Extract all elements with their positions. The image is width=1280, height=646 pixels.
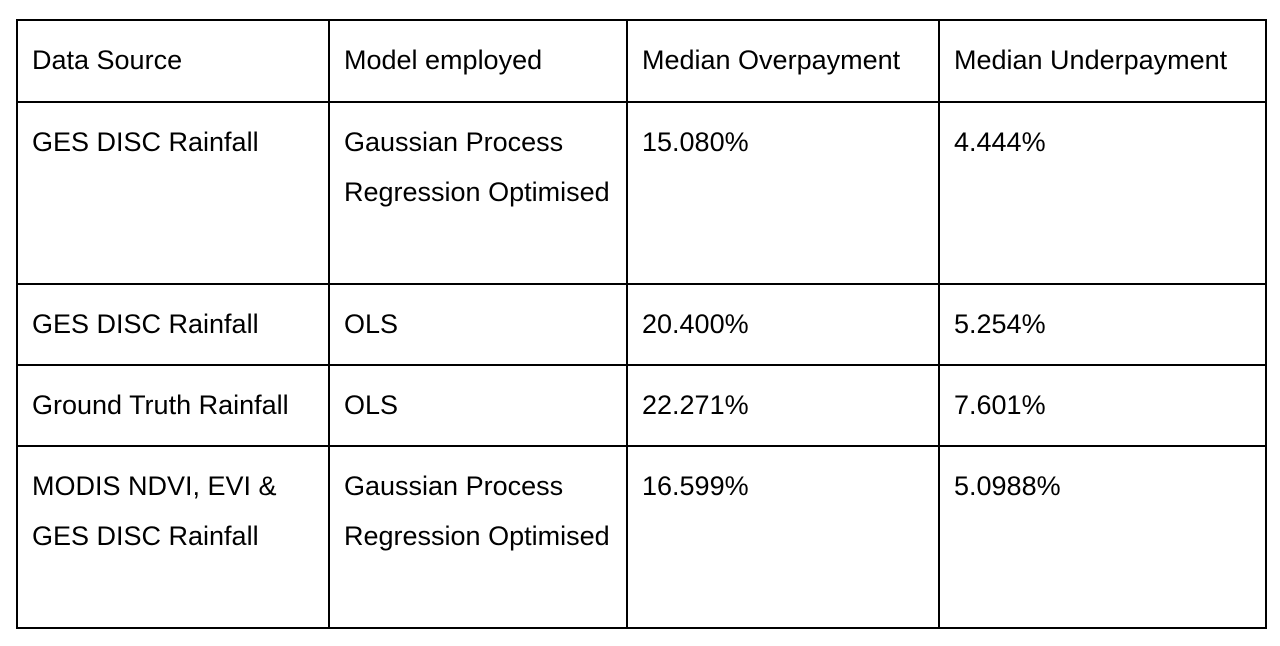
results-table: Data Source Model employed Median Overpa… (16, 19, 1267, 629)
header-median-underpayment: Median Underpayment (938, 19, 1267, 103)
cell-data-source: MODIS NDVI, EVI & GES DISC Rainfall (16, 445, 330, 629)
cell-data-source: GES DISC Rainfall (16, 101, 330, 285)
table-row: Ground Truth Rainfall OLS 22.271% 7.601% (16, 364, 1267, 447)
cell-data-source: GES DISC Rainfall (16, 283, 330, 366)
cell-median-overpayment: 16.599% (626, 445, 940, 629)
cell-data-source: Ground Truth Rainfall (16, 364, 330, 447)
header-model-employed: Model employed (328, 19, 628, 103)
table-row: GES DISC Rainfall Gaussian Process Regre… (16, 101, 1267, 285)
table-header-row: Data Source Model employed Median Overpa… (16, 19, 1267, 103)
table-row: GES DISC Rainfall OLS 20.400% 5.254% (16, 283, 1267, 366)
cell-median-underpayment: 7.601% (938, 364, 1267, 447)
cell-model-employed: Gaussian Process Regression Optimised (328, 101, 628, 285)
cell-median-overpayment: 20.400% (626, 283, 940, 366)
cell-median-underpayment: 4.444% (938, 101, 1267, 285)
cell-median-underpayment: 5.0988% (938, 445, 1267, 629)
cell-model-employed: Gaussian Process Regression Optimised (328, 445, 628, 629)
cell-median-overpayment: 22.271% (626, 364, 940, 447)
cell-median-underpayment: 5.254% (938, 283, 1267, 366)
cell-median-overpayment: 15.080% (626, 101, 940, 285)
cell-model-employed: OLS (328, 364, 628, 447)
table-row: MODIS NDVI, EVI & GES DISC Rainfall Gaus… (16, 445, 1267, 629)
cell-model-employed: OLS (328, 283, 628, 366)
header-median-overpayment: Median Overpayment (626, 19, 940, 103)
header-data-source: Data Source (16, 19, 330, 103)
